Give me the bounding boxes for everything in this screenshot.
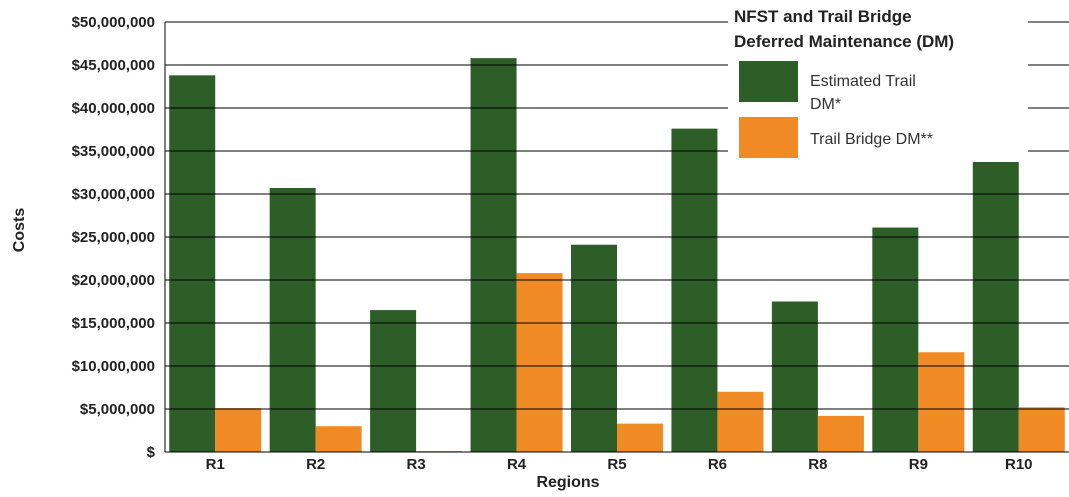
x-tick-label-r2: R2 [306, 456, 325, 473]
x-tick-label-r8: R8 [808, 456, 827, 473]
legend-swatch-trail-bridge-dm [739, 117, 798, 158]
y-tick-label: $5,000,000 [80, 401, 155, 418]
bar-estimated-trail-dm-r4 [470, 58, 517, 453]
bar-trail-bridge-dm-r5 [617, 423, 663, 452]
bar-trail-bridge-dm-r1 [215, 408, 262, 452]
x-tick-label-r10: R10 [1005, 456, 1033, 473]
bar-estimated-trail-dm-r3 [370, 310, 417, 452]
bar-trail-bridge-dm-r8 [817, 415, 864, 452]
x-tick-label-r6: R6 [708, 456, 727, 473]
x-tick-label-r9: R9 [909, 456, 928, 473]
bar-estimated-trail-dm-r2 [269, 187, 316, 453]
x-axis-title: Regions [536, 474, 599, 491]
bar-estimated-trail-dm-r1 [169, 75, 216, 452]
x-ticks: R1 R2 R3 R4 R5 R6 R8 R9 R10 [206, 456, 1033, 473]
y-tick-label: $25,000,000 [72, 229, 155, 246]
x-tick-label-r3: R3 [407, 456, 426, 473]
x-tick-label-r1: R1 [206, 456, 225, 473]
bar-trail-bridge-dm-r10 [1018, 407, 1065, 452]
bar-estimated-trail-dm-r5 [571, 244, 617, 452]
y-tick-label: $50,000,000 [72, 14, 155, 31]
y-tick-label: $30,000,000 [72, 186, 155, 203]
legend-title-line-2: Deferred Maintenance (DM) [734, 32, 954, 51]
y-tick-label: $20,000,000 [72, 272, 155, 289]
y-axis-title: Costs [11, 208, 28, 253]
bar-trail-bridge-dm-r2 [315, 426, 362, 452]
bars-layer [169, 58, 1065, 453]
bar-estimated-trail-dm-r9 [872, 227, 919, 452]
bar-trail-bridge-dm-r6 [717, 391, 764, 452]
y-tick-label: $35,000,000 [72, 143, 155, 160]
y-tick-label: $40,000,000 [72, 100, 155, 117]
y-tick-label: $ [147, 444, 156, 461]
bar-trail-bridge-dm-r4 [516, 273, 563, 452]
legend-title-line-1: NFST and Trail Bridge [734, 7, 912, 26]
y-tick-label: $10,000,000 [72, 358, 155, 375]
y-tick-label: $15,000,000 [72, 315, 155, 332]
legend-label-estimated-trail-dm-line-1: Estimated Trail [810, 73, 916, 90]
bar-estimated-trail-dm-r8 [771, 301, 818, 452]
legend-swatch-estimated-trail-dm [739, 61, 798, 102]
y-tick-label: $45,000,000 [72, 57, 155, 74]
y-ticks: $ $5,000,000 $10,000,000 $15,000,000 $20,000… [72, 14, 1069, 461]
bar-trail-bridge-dm-r9 [918, 352, 965, 452]
x-tick-label-r5: R5 [607, 456, 626, 473]
legend: NFST and Trail Bridge Deferred Maintenan… [728, 2, 1028, 162]
x-tick-label-r4: R4 [507, 456, 527, 473]
bar-estimated-trail-dm-r6 [671, 128, 718, 452]
legend-label-trail-bridge-dm: Trail Bridge DM** [810, 131, 933, 148]
legend-label-estimated-trail-dm-line-2: DM* [810, 96, 841, 113]
